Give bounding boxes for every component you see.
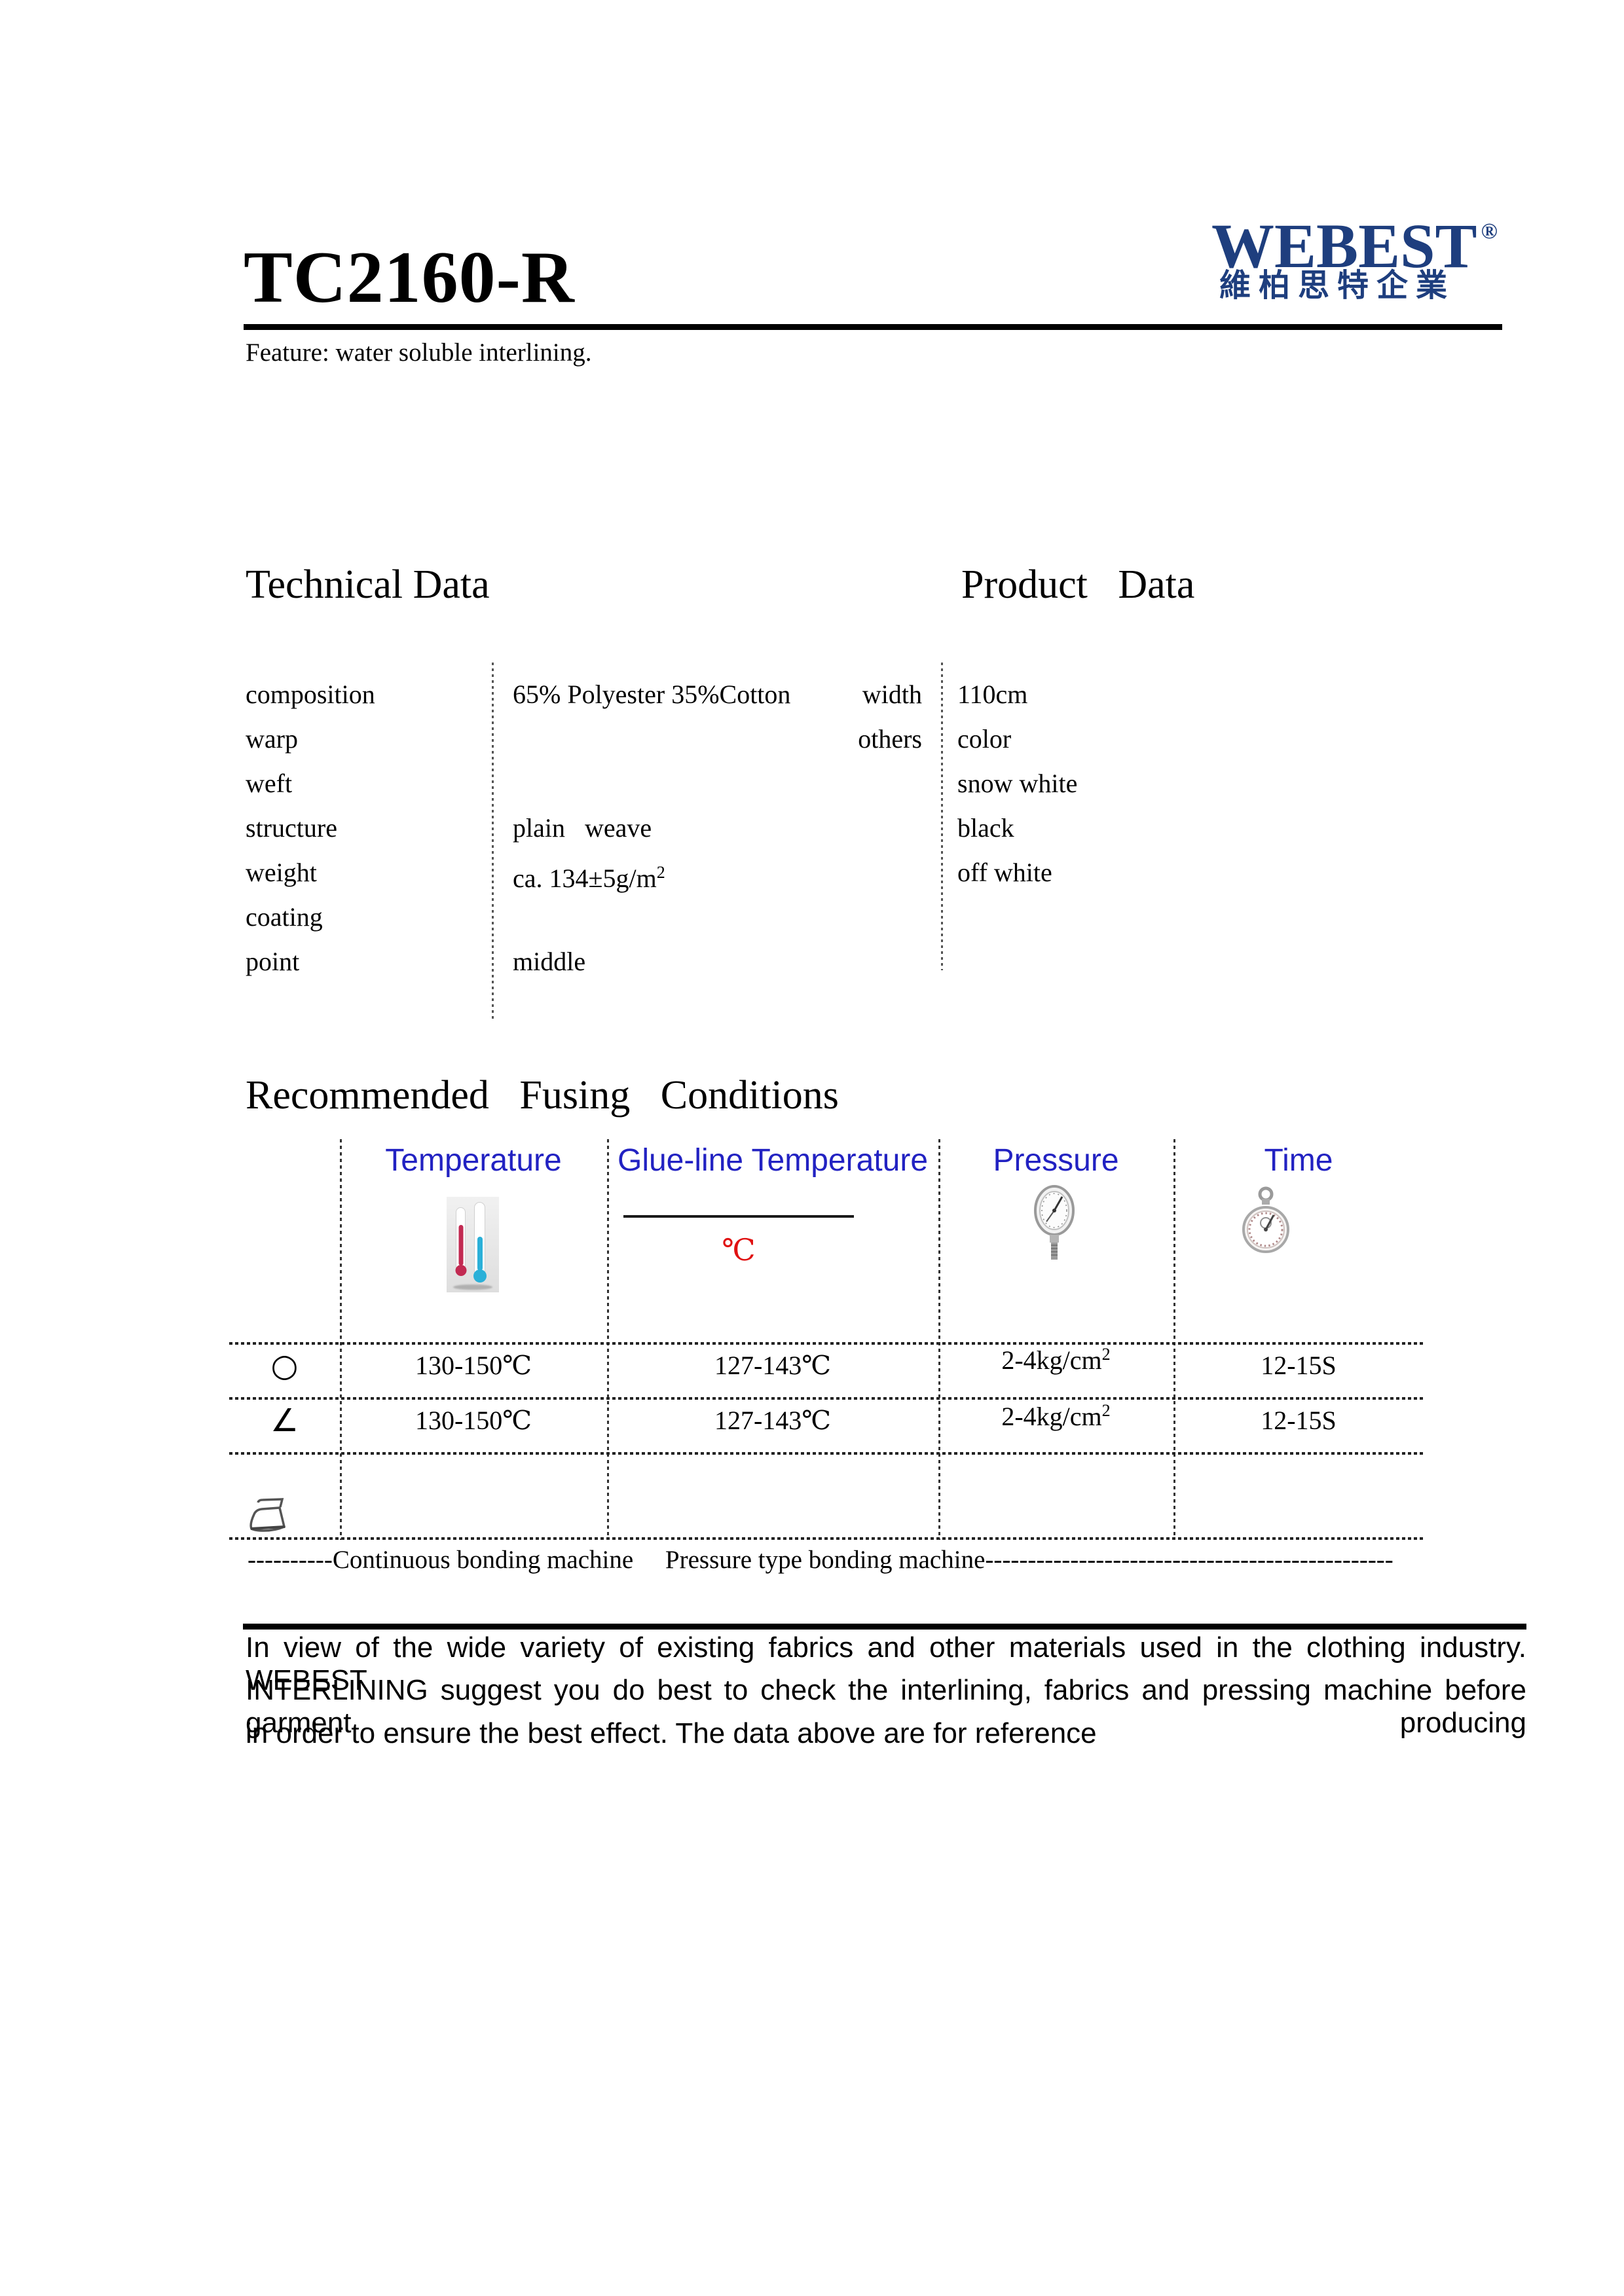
fusing-column-divider bbox=[1173, 1139, 1175, 1540]
footer-note-line: In view of the wide variety of existing … bbox=[246, 1631, 1526, 1696]
fusing-cell-temperature: 130-150℃ bbox=[415, 1351, 532, 1380]
celsius-symbol: ℃ bbox=[722, 1233, 756, 1267]
tech-row-label: coating bbox=[246, 902, 323, 932]
page-title: TC2160-R bbox=[244, 237, 575, 318]
tech-row-label: warp bbox=[246, 724, 298, 754]
product-row-value: color bbox=[957, 724, 1012, 754]
technical-table-divider bbox=[492, 663, 494, 1020]
tech-row-label: structure bbox=[246, 813, 337, 843]
registered-trademark-icon: ® bbox=[1481, 219, 1498, 244]
footer-note-line: in order to ensure the best effect. The … bbox=[246, 1717, 1097, 1749]
fusing-cell-time: 12-15S bbox=[1261, 1351, 1337, 1380]
tech-row-value: ca. 134±5g/m2 bbox=[513, 863, 665, 893]
tech-row-label: weft bbox=[246, 769, 293, 798]
tech-row-label: weight bbox=[246, 858, 317, 887]
fusing-row-divider bbox=[229, 1537, 1424, 1540]
tech-row-value: plain weave bbox=[513, 813, 652, 843]
fusing-cell-time: 12-15S bbox=[1261, 1406, 1337, 1435]
tech-row-value: 65% Polyester 35%Cotton bbox=[513, 680, 791, 709]
product-row-value: 110cm bbox=[957, 680, 1028, 709]
fusing-cell-temperature: 130-150℃ bbox=[415, 1406, 532, 1435]
feature-line: Feature: water soluble interlining. bbox=[246, 338, 592, 367]
fusing-column-divider bbox=[340, 1139, 342, 1540]
product-data-heading: Product Data bbox=[961, 562, 1195, 607]
stopwatch-icon bbox=[1242, 1186, 1290, 1261]
iron-icon bbox=[248, 1497, 292, 1533]
technical-data-heading: Technical Data bbox=[246, 562, 490, 607]
fusing-cell-pressure: 2-4kg/cm2 bbox=[1001, 1345, 1111, 1375]
fusing-row-divider bbox=[229, 1452, 1424, 1455]
webest-logo: WEBEST ® bbox=[1211, 200, 1502, 278]
tech-row-value: middle bbox=[513, 947, 586, 976]
superscript: 2 bbox=[1101, 1401, 1111, 1420]
column-header-pressure: Pressure bbox=[993, 1143, 1119, 1178]
footer-divider bbox=[243, 1624, 1526, 1630]
header-divider bbox=[244, 324, 1502, 330]
tech-row-label: point bbox=[246, 947, 300, 976]
fusing-row-divider bbox=[229, 1397, 1424, 1400]
logo-wordmark: WEBEST bbox=[1211, 211, 1477, 281]
logo-chinese-name: 維柏思特企業 bbox=[1219, 268, 1456, 303]
product-row-label: others bbox=[858, 724, 922, 754]
thermometer-icon bbox=[447, 1197, 499, 1292]
fusing-row-divider bbox=[229, 1342, 1424, 1345]
product-table-divider bbox=[941, 663, 943, 970]
column-header-time: Time bbox=[1264, 1143, 1333, 1178]
fusing-cell-pressure: 2-4kg/cm2 bbox=[1001, 1401, 1111, 1431]
product-row-label: width bbox=[862, 680, 922, 709]
fusing-cell-glue-line: 127-143℃ bbox=[714, 1351, 832, 1380]
symbol-angle: ∠ bbox=[270, 1402, 299, 1439]
pressure-gauge-icon bbox=[1033, 1185, 1075, 1265]
product-row-value: off white bbox=[957, 858, 1052, 887]
fusing-conditions-heading: Recommended Fusing Conditions bbox=[246, 1073, 839, 1118]
fusing-column-divider bbox=[938, 1139, 940, 1540]
fusing-cell-glue-line: 127-143℃ bbox=[714, 1406, 832, 1435]
tech-row-label: composition bbox=[246, 680, 375, 709]
superscript: 2 bbox=[1101, 1345, 1111, 1364]
bonding-machine-caption: ----------Continuous bonding machine Pre… bbox=[248, 1546, 1393, 1574]
symbol-circle: ○ bbox=[270, 1347, 299, 1384]
column-header-temperature: Temperature bbox=[385, 1143, 562, 1178]
column-header-glue-line-temperature: Glue-line Temperature bbox=[617, 1143, 929, 1178]
superscript: 2 bbox=[656, 863, 665, 882]
fusing-column-divider bbox=[607, 1139, 609, 1540]
product-row-value: black bbox=[957, 813, 1014, 843]
glue-line-rule bbox=[623, 1215, 854, 1218]
footer-note-line: INTERLINING suggest you do best to check… bbox=[246, 1674, 1526, 1739]
product-row-value: snow white bbox=[957, 769, 1078, 798]
